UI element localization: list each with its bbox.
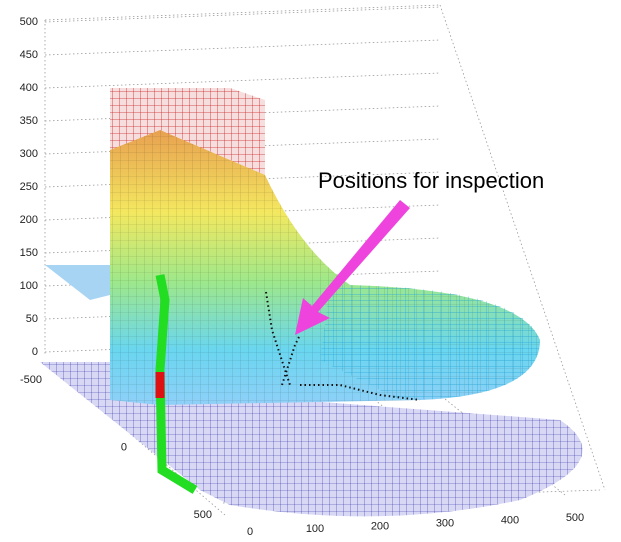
x-tick-label: 0	[247, 526, 253, 537]
z-tick-label: 300	[20, 148, 38, 160]
x-tick-label: 200	[371, 520, 389, 532]
x-tick-label: 400	[501, 515, 519, 527]
z-tick-label: 200	[20, 214, 38, 226]
chart: 0 50 100 150 200 250 300 350 400 450 500 -500 0 500 0 1…	[0, 0, 621, 537]
grid-line	[45, 40, 440, 55]
z-tick-label: 500	[20, 16, 38, 28]
x-tick-label: 500	[566, 512, 584, 524]
grid-line	[45, 7, 440, 22]
z-tick-label: 450	[20, 49, 38, 61]
y-tick-label: 0	[121, 441, 127, 453]
z-tick-label: 250	[20, 181, 38, 193]
x-tick-label: 100	[306, 523, 324, 535]
z-tick-label: 0	[32, 346, 38, 358]
z-tick-label: 50	[26, 313, 38, 325]
annotation-text: Positions for inspection	[318, 168, 544, 193]
left-flange	[45, 265, 110, 300]
z-tick-label: 350	[20, 115, 38, 127]
y-tick-label: -500	[20, 374, 42, 386]
grid-line	[45, 73, 440, 88]
z-tick-label: 400	[20, 82, 38, 94]
z-tick-label: 100	[20, 280, 38, 292]
x-tick-label: 300	[436, 518, 454, 530]
y-tick-label: 500	[194, 509, 212, 521]
z-tick-label: 150	[20, 247, 38, 259]
